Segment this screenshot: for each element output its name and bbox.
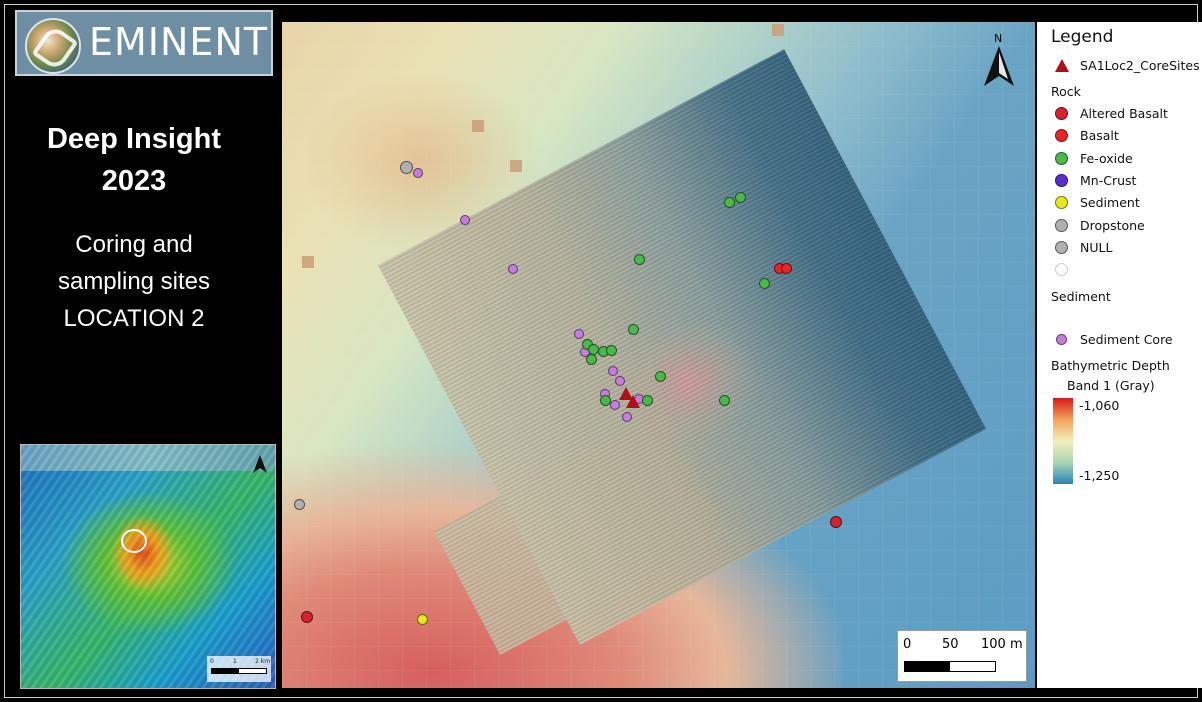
legend-bathy-max: -1,060 [1079,398,1120,413]
fe-oxide-point[interactable] [735,192,746,203]
dropstone-point[interactable] [294,499,305,510]
altered-basalt-point[interactable] [301,611,313,623]
raster-cell [302,256,314,268]
legend-title: Legend [1051,27,1114,47]
legend-bathy-header: Bathymetric Depth [1051,358,1170,373]
fe-oxide-point[interactable] [600,395,611,406]
legend-panel: Legend SA1Loc2_CoreSites Rock Altered Ba… [1037,22,1202,688]
page-title: Deep Insight 2023 [15,118,253,202]
fe-oxide-point[interactable] [759,278,770,289]
sediment-core-point[interactable] [574,329,584,339]
overview-scale-bar [211,668,267,674]
basalt-point[interactable] [781,263,792,274]
subtitle-line-3: LOCATION 2 [63,305,205,332]
altered-basalt-icon [1055,107,1068,120]
main-map[interactable]: N 0 50 100 m [282,22,1035,688]
overview-map: 0 1 2 km [20,444,276,689]
overview-texture [21,445,275,688]
fe-oxide-point[interactable] [655,371,666,382]
legend-bathy-min: -1,250 [1079,468,1120,483]
north-arrow-icon [984,46,1014,86]
raster-cell [510,160,522,172]
subtitle-line-2: sampling sites [57,268,211,295]
raster-cell [472,120,484,132]
sediment-core-point[interactable] [615,376,625,386]
legend-item-label: Basalt [1080,128,1119,143]
dropstone-point[interactable] [400,161,413,174]
raster-cell [772,24,784,36]
sediment-point[interactable] [417,614,428,625]
fe-oxide-icon [1055,152,1068,165]
title-line-2: 2023 [101,165,167,197]
title-line-1: Deep Insight [46,123,221,155]
sediment-core-point[interactable] [413,168,423,178]
overview-scale-label-1: 1 [233,658,237,665]
legend-item-label: Mn-Crust [1080,173,1137,188]
overview-scale-label-2: 2 km [255,658,271,665]
fe-oxide-point[interactable] [719,395,730,406]
eminent-logo: EMINENT [15,10,273,76]
sediment-core-point[interactable] [622,412,632,422]
legend-item-label: Fe-oxide [1080,151,1133,166]
overview-scalebar: 0 1 2 km [207,656,271,682]
scale-bar [904,661,996,672]
north-arrow: N [984,32,1014,86]
subtitle-line-1: Coring and [75,231,193,258]
overview-strip [21,445,275,471]
legend-item-label: Altered Basalt [1080,106,1168,121]
altered-basalt-point[interactable] [830,516,842,528]
fe-oxide-point[interactable] [606,345,617,356]
empty-circle-icon [1055,263,1068,276]
sediment-core-point[interactable] [610,400,620,410]
basalt-icon [1055,129,1068,142]
legend-core-sites-label: SA1Loc2_CoreSites [1080,58,1200,73]
fe-oxide-point[interactable] [724,197,735,208]
sediment-core-point[interactable] [460,215,470,225]
scale-label-100: 100 m [981,637,1023,652]
overview-scale-label-0: 0 [210,658,214,665]
fe-oxide-point[interactable] [642,395,653,406]
legend-item-label: Dropstone [1080,218,1145,233]
legend-sediment-header: Sediment [1051,289,1111,304]
depth-color-ramp [1053,398,1073,484]
sediment-core-point[interactable] [508,264,518,274]
fe-oxide-point[interactable] [634,254,645,265]
triangle-icon [1055,59,1069,72]
logo-icon [25,18,81,74]
legend-item-label: Sediment Core [1080,332,1173,347]
legend-rock-header: Rock [1051,84,1081,99]
north-arrow-icon [253,455,267,473]
location-ring [121,529,147,553]
scalebar: 0 50 100 m [897,630,1027,682]
legend-item-label: NULL [1080,240,1113,255]
dropstone-icon [1055,219,1068,232]
brand-name: EMINENT [89,20,269,64]
scale-label-50: 50 [942,637,959,652]
page-subtitle: Coring and sampling sites LOCATION 2 [15,226,253,337]
mn-crust-icon [1055,174,1068,187]
legend-bathy-band: Band 1 (Gray) [1067,378,1155,393]
north-label: N [994,32,1003,45]
fe-oxide-point[interactable] [628,324,639,335]
null-icon [1055,241,1068,254]
sediment-icon [1055,196,1068,209]
scale-label-0: 0 [903,637,912,652]
legend-item-label: Sediment [1080,195,1140,210]
sediment-core-icon [1056,334,1067,345]
core-site-marker[interactable] [626,395,640,408]
sediment-core-point[interactable] [608,366,618,376]
fe-oxide-point[interactable] [586,354,597,365]
